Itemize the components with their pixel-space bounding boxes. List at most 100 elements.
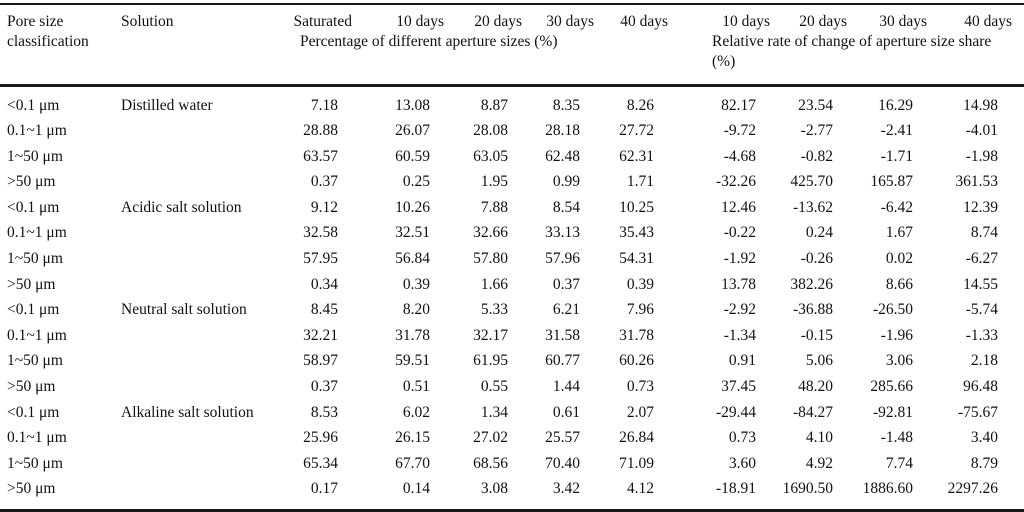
value-cell: -1.34 [723,326,756,344]
value-cell: -1.96 [880,326,913,344]
value-cell: 16.29 [878,96,913,114]
table-bottom-rule [0,509,1024,512]
value-cell: -2.92 [723,301,756,319]
value-cell: 382.26 [790,275,833,293]
value-cell: 26.15 [395,429,430,447]
value-cell: -0.26 [800,250,833,268]
solution-name [113,220,290,246]
column-header-20-days-rate: 20 days [799,13,847,30]
column-header-30-days-rate: 30 days [879,13,927,30]
value-cell: -92.81 [872,403,913,421]
table-body: <0.1 μm Distilled water 7.18 13.08 8.87 8.35 8… [0,87,1024,510]
solution-name: Alkaline salt solution [121,403,254,421]
pore-size-label: >50 μm [7,378,56,396]
table-row: <0.1 μm Neutral salt solution 8.45 8.20 5.33… [0,297,1024,323]
value-cell: 7.74 [885,454,913,472]
value-cell: 3.42 [552,480,580,498]
pore-size-label: 0.1~1 μm [7,429,67,447]
value-cell: 5.06 [805,352,833,370]
value-cell: 60.77 [545,352,580,370]
pore-size-label: >50 μm [7,480,56,498]
pore-size-label: 1~50 μm [7,250,63,268]
value-cell: -0.15 [800,326,833,344]
value-cell: 62.48 [545,147,580,165]
value-cell: 2.18 [970,352,998,370]
value-cell: 56.84 [395,250,430,268]
value-cell: 57.96 [545,250,580,268]
table-row: <0.1 μm Acidic salt solution 9.12 10.26 7.88… [0,195,1024,221]
solution-name [113,323,290,349]
value-cell: 3.06 [885,352,913,370]
value-cell: 0.39 [626,275,654,293]
solution-name [113,144,290,170]
value-cell: -5.74 [965,301,998,319]
value-cell: 1.44 [552,378,580,396]
value-cell: 0.73 [626,378,654,396]
value-cell: 0.25 [402,173,430,191]
value-cell: -9.72 [723,122,756,140]
table-row: <0.1 μm Distilled water 7.18 13.08 8.87 8.35 8… [0,93,1024,119]
value-cell: 425.70 [790,173,833,191]
value-cell: 28.18 [545,122,580,140]
pore-size-label: 0.1~1 μm [7,326,67,344]
value-cell: 0.51 [402,378,430,396]
value-cell: -84.27 [792,403,833,421]
column-header-40-days-rate: 40 days [964,13,1012,30]
value-cell: 8.20 [402,301,430,319]
value-cell: 6.02 [402,403,430,421]
value-cell: 2297.26 [947,480,998,498]
table-row: <0.1 μm Alkaline salt solution 8.53 6.02 1.3… [0,400,1024,426]
value-cell: -29.44 [715,403,756,421]
value-cell: 0.39 [402,275,430,293]
value-cell: 0.99 [552,173,580,191]
value-cell: 31.78 [619,326,654,344]
value-cell: -4.68 [723,147,756,165]
value-cell: 0.55 [480,378,508,396]
value-cell: 25.96 [303,429,338,447]
value-cell: 1690.50 [782,480,833,498]
solution-name [113,451,290,477]
value-cell: 8.66 [885,275,913,293]
value-cell: 8.45 [310,301,338,319]
solution-name: Neutral salt solution [121,301,247,319]
value-cell: 57.80 [473,250,508,268]
value-cell: 285.66 [870,378,913,396]
column-header-pore-size: Pore size classification [7,13,89,50]
solution-name [113,246,290,272]
value-cell: 13.08 [395,96,430,114]
value-cell: 28.08 [473,122,508,140]
value-cell: -75.67 [957,403,998,421]
subheader-relative-rate-change: Relative rate of change of aperture size… [712,33,992,70]
value-cell: 4.92 [805,454,833,472]
value-cell: 71.09 [619,454,654,472]
value-cell: 0.14 [402,480,430,498]
value-cell: 0.24 [805,224,833,242]
value-cell: 1.34 [480,403,508,421]
pore-size-label: 1~50 μm [7,454,63,472]
value-cell: 8.54 [552,198,580,216]
value-cell: -1.98 [965,147,998,165]
value-cell: 361.53 [955,173,998,191]
value-cell: 0.02 [885,250,913,268]
value-cell: 60.59 [395,147,430,165]
solution-name [113,348,290,374]
table-row: 0.1~1 μm 28.88 26.07 28.08 28.18 27.72 -9.72 -2… [0,118,1024,144]
solution-name [113,425,290,451]
value-cell: -0.22 [723,224,756,242]
column-header-20-days-pct: 20 days [474,13,522,30]
pore-size-label: <0.1 μm [7,198,60,216]
value-cell: 37.45 [721,378,756,396]
table-row: >50 μm 0.37 0.25 1.95 0.99 1.71 -32.26 425.70 16… [0,169,1024,195]
value-cell: 4.12 [626,480,654,498]
value-cell: 31.78 [395,326,430,344]
table-header: Pore size classification Solution Satura… [0,5,1024,84]
value-cell: 8.79 [970,454,998,472]
column-header-10-days-pct: 10 days [396,13,444,30]
value-cell: 0.91 [728,352,756,370]
value-cell: 0.37 [310,173,338,191]
pore-size-label: >50 μm [7,275,56,293]
value-cell: 26.84 [619,429,654,447]
value-cell: 63.57 [303,147,338,165]
table-row: 1~50 μm 57.95 56.84 57.80 57.96 54.31 -1.92 -0.… [0,246,1024,272]
